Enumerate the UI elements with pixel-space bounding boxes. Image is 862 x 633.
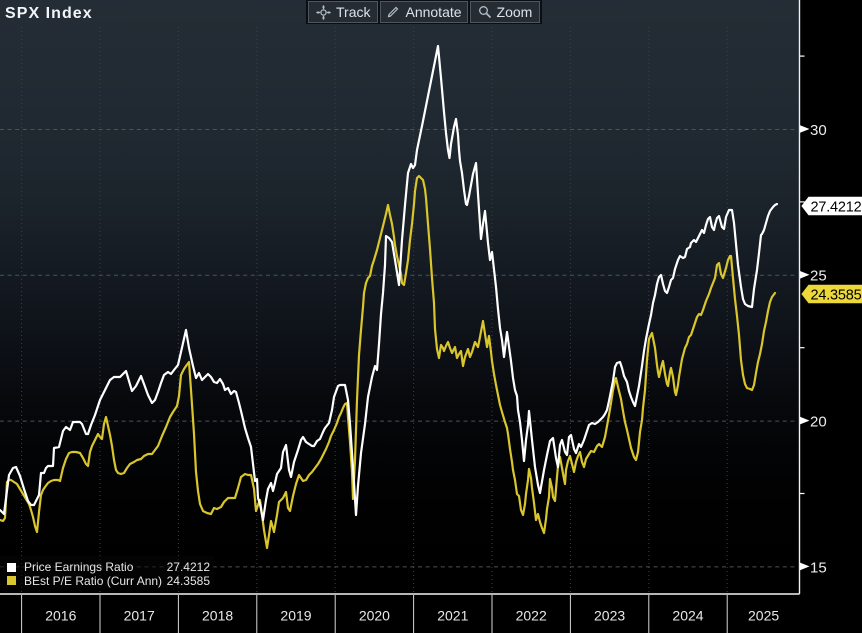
svg-text:2017: 2017 — [124, 608, 155, 624]
svg-text:2018: 2018 — [202, 608, 233, 624]
svg-text:2022: 2022 — [516, 608, 547, 624]
svg-text:2024: 2024 — [672, 608, 703, 624]
svg-text:2020: 2020 — [359, 608, 390, 624]
svg-text:2021: 2021 — [437, 608, 468, 624]
svg-text:2019: 2019 — [280, 608, 311, 624]
svg-text:30: 30 — [810, 122, 827, 139]
svg-text:2023: 2023 — [594, 608, 625, 624]
svg-text:2025: 2025 — [748, 608, 779, 624]
svg-text:25: 25 — [810, 268, 827, 285]
svg-text:27.4212: 27.4212 — [811, 199, 862, 215]
svg-text:2016: 2016 — [45, 608, 76, 624]
svg-text:20: 20 — [810, 414, 827, 431]
svg-text:24.3585: 24.3585 — [811, 287, 862, 303]
svg-text:15: 15 — [810, 559, 827, 576]
